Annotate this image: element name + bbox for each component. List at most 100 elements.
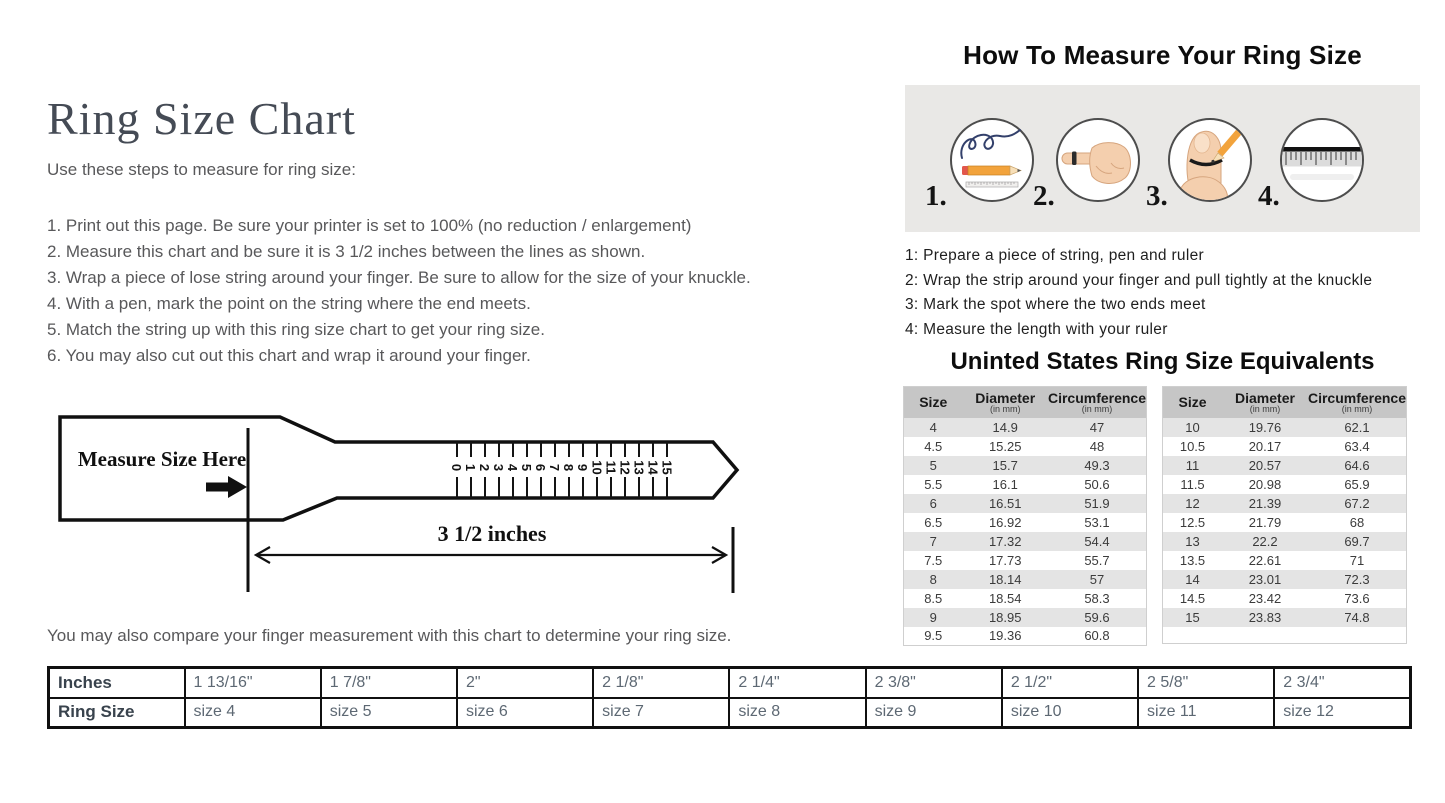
circumference-unit-label: (in mm) <box>1341 403 1373 414</box>
ruler-tick: 9 <box>575 442 591 498</box>
tick-mark-bottom <box>666 477 668 498</box>
dimension-label: 3 1/2 inches <box>437 521 547 546</box>
circumference-unit-label: (in mm) <box>1081 403 1113 414</box>
measure-steps-list: 1. Print out this page. Be sure your pri… <box>47 213 751 369</box>
inches-row-label: Inches <box>47 666 186 699</box>
circumference-cell: 63.4 <box>1344 438 1370 454</box>
tick-mark-top <box>568 442 570 457</box>
circumference-cell: 72.3 <box>1344 571 1370 587</box>
illustration-number-1: 1. <box>925 180 947 212</box>
tick-mark-bottom <box>540 477 542 498</box>
tick-mark-top <box>610 442 612 457</box>
table-row: 7.5 17.73 55.7 <box>904 551 1147 570</box>
ring-size-cell: size 6 <box>455 696 595 729</box>
us-ring-size-table-left: Size Diameter (in mm) Circumference (in mm… <box>903 386 1147 646</box>
size-cell: 14 <box>1185 571 1200 587</box>
ring-sizer-outline <box>58 415 740 593</box>
circumference-cell: 71 <box>1349 552 1365 568</box>
diameter-cell: 22.2 <box>1252 533 1278 549</box>
tick-mark-bottom <box>526 477 528 498</box>
illustration-number-3: 3. <box>1146 180 1168 212</box>
inches-cell: 2 1/4" <box>728 666 867 699</box>
illustration-number-2: 2. <box>1033 180 1055 212</box>
diameter-cell: 21.79 <box>1248 514 1282 530</box>
tick-mark-bottom <box>512 477 514 498</box>
ruler-tick: 15 <box>660 442 675 498</box>
tick-mark-top <box>512 442 514 457</box>
diameter-cell: 19.36 <box>988 628 1022 644</box>
ring-size-cell: size 5 <box>319 696 458 729</box>
table-row: 8 18.14 57 <box>903 569 1147 589</box>
tick-number: 8 <box>561 463 577 471</box>
diameter-cell: 18.95 <box>988 609 1022 625</box>
measure-here-arrowhead-icon <box>228 476 247 498</box>
size-cell: 4.5 <box>924 438 943 454</box>
size-cell: 10 <box>1185 419 1200 435</box>
tick-mark-bottom <box>652 477 654 498</box>
size-cell: 6.5 <box>924 514 943 530</box>
tick-number: 9 <box>575 463 591 471</box>
circumference-cell: 74.8 <box>1344 609 1370 625</box>
table-row: 15 23.83 74.8 <box>1162 607 1407 627</box>
tick-mark-bottom <box>554 477 556 498</box>
size-cell: 8 <box>929 571 937 587</box>
tick-mark-bottom <box>568 477 570 498</box>
tick-mark-top <box>554 442 556 457</box>
diameter-cell: 14.9 <box>992 419 1018 435</box>
table-row: 12 21.39 67.2 <box>1162 493 1407 513</box>
ring-size-cell: size 12 <box>1273 696 1412 729</box>
circumference-cell: 65.9 <box>1344 476 1370 492</box>
ring-size-cell: size 9 <box>864 696 1003 729</box>
circumference-cell: 58.3 <box>1084 590 1110 606</box>
table-row: 12.5 21.79 68 <box>1163 513 1407 532</box>
circumference-cell: 51.9 <box>1084 495 1110 511</box>
tick-mark-top <box>540 442 542 457</box>
diameter-header-label: Diameter <box>975 389 1036 406</box>
circumference-column-header: Circumference (in mm) <box>1307 386 1407 418</box>
circumference-cell: 55.7 <box>1084 552 1110 568</box>
size-cell: 5.5 <box>924 476 943 492</box>
inches-cell: 2 3/4" <box>1273 666 1412 699</box>
size-column-header: Size <box>903 386 963 418</box>
page-title: Ring Size Chart <box>47 93 356 144</box>
table-row: 5.5 16.1 50.6 <box>904 475 1147 494</box>
step-item: 2. Measure this chart and be sure it is … <box>47 242 646 261</box>
table-row: 5 15.7 49.3 <box>903 455 1147 475</box>
us-ring-size-table-right: Size Diameter (in mm) Circumference (in mm… <box>1162 386 1407 644</box>
ruler-tick: 7 <box>547 442 562 498</box>
dimension-arrowhead-left-icon <box>253 546 271 564</box>
tick-mark-top <box>624 442 626 457</box>
tick-number: 14 <box>645 459 661 475</box>
tick-mark-bottom <box>498 477 500 498</box>
circumference-cell: 59.6 <box>1084 609 1110 625</box>
inches-cell: 2 1/2" <box>1000 666 1140 699</box>
table-row: 9.5 19.36 60.8 <box>904 627 1147 646</box>
tick-mark-top <box>652 442 654 457</box>
table-row: 10.5 20.17 63.4 <box>1163 437 1407 456</box>
circumference-header-label: Circumference <box>1307 389 1406 406</box>
diameter-cell: 16.1 <box>992 476 1018 492</box>
size-cell: 15 <box>1185 609 1200 625</box>
size-cell: 9 <box>929 609 937 625</box>
diameter-cell: 22.61 <box>1248 552 1282 568</box>
tick-mark-bottom <box>582 477 584 498</box>
size-cell: 13.5 <box>1179 552 1206 568</box>
tick-mark-top <box>526 442 528 457</box>
circumference-cell: 73.6 <box>1344 590 1370 606</box>
step-item: 5. Match the string up with this ring si… <box>47 320 545 339</box>
diameter-unit-label: (in mm) <box>1249 403 1281 414</box>
string-and-pencil-icon <box>950 118 1034 202</box>
table-row: 8.5 18.54 58.3 <box>904 589 1147 608</box>
ring-sizer-diagram: Measure Size Here 0 1 2 <box>40 405 760 605</box>
tick-number: 4 <box>505 463 521 471</box>
table-row: 13.5 22.61 71 <box>1163 551 1407 570</box>
circumference-column-header: Circumference (in mm) <box>1047 386 1147 418</box>
size-cell: 13 <box>1185 533 1200 549</box>
howto-step: 4: Measure the length with your ruler <box>905 320 1168 338</box>
empty-filler-row <box>1162 626 1407 644</box>
tick-number: 12 <box>617 459 633 475</box>
size-cell: 9.5 <box>924 628 943 644</box>
table-row: 7 17.32 54.4 <box>903 531 1147 551</box>
table-header-row: Size Diameter (in mm) Circumference (in mm… <box>1162 386 1407 418</box>
